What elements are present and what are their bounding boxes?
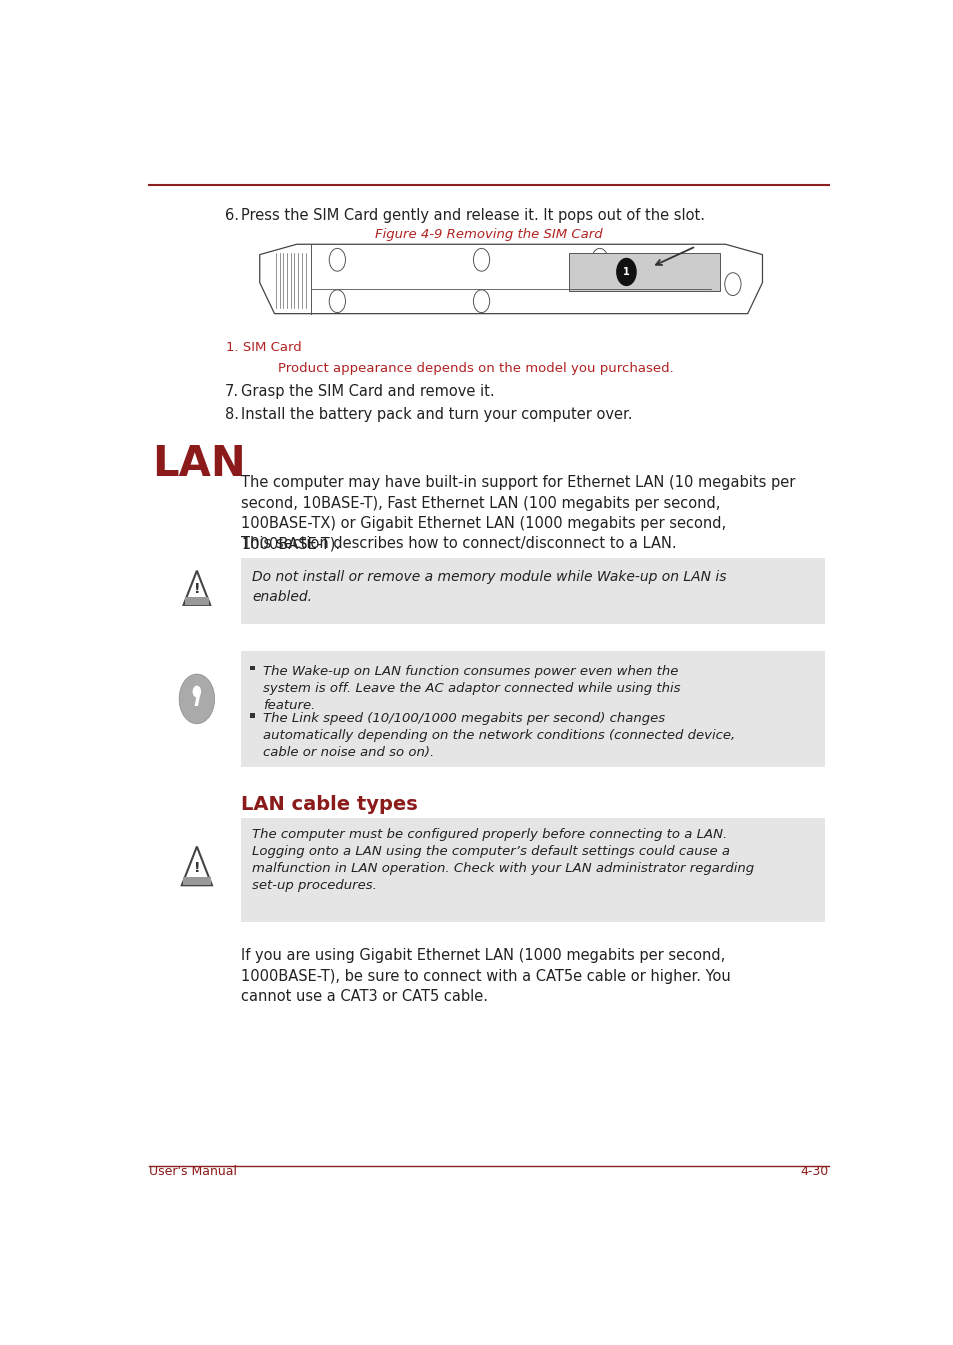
Text: 7.: 7. — [225, 385, 239, 399]
Text: !: ! — [193, 582, 200, 596]
Text: i: i — [193, 691, 200, 710]
Polygon shape — [182, 846, 212, 885]
Text: The Wake-up on LAN function consumes power even when the
system is off. Leave th: The Wake-up on LAN function consumes pow… — [262, 664, 679, 712]
Text: This section describes how to connect/disconnect to a LAN.: This section describes how to connect/di… — [241, 537, 677, 551]
Text: !: ! — [193, 861, 200, 874]
Text: Do not install or remove a memory module while Wake-up on LAN is
enabled.: Do not install or remove a memory module… — [252, 570, 726, 604]
Text: 1. SIM Card: 1. SIM Card — [226, 340, 302, 354]
Text: LAN: LAN — [152, 443, 246, 486]
Text: Grasp the SIM Card and remove it.: Grasp the SIM Card and remove it. — [241, 385, 495, 399]
Text: 4-30: 4-30 — [800, 1165, 828, 1178]
Text: Product appearance depends on the model you purchased.: Product appearance depends on the model … — [278, 362, 673, 375]
Circle shape — [179, 674, 214, 724]
Text: The Link speed (10/100/1000 megabits per second) changes
automatically depending: The Link speed (10/100/1000 megabits per… — [262, 712, 734, 759]
Circle shape — [617, 258, 636, 285]
Circle shape — [193, 686, 201, 698]
Text: The computer must be configured properly before connecting to a LAN.
Logging ont: The computer must be configured properly… — [252, 829, 754, 892]
Text: User's Manual: User's Manual — [149, 1165, 236, 1178]
FancyBboxPatch shape — [250, 666, 255, 670]
Text: The computer may have built-in support for Ethernet LAN (10 megabits per
second,: The computer may have built-in support f… — [241, 475, 795, 551]
Text: Figure 4-9 Removing the SIM Card: Figure 4-9 Removing the SIM Card — [375, 227, 602, 241]
Text: 1: 1 — [622, 266, 629, 277]
Text: Install the battery pack and turn your computer over.: Install the battery pack and turn your c… — [241, 406, 632, 422]
Text: Press the SIM Card gently and release it. It pops out of the slot.: Press the SIM Card gently and release it… — [241, 208, 704, 223]
Text: LAN cable types: LAN cable types — [241, 795, 417, 814]
Polygon shape — [183, 570, 210, 605]
FancyBboxPatch shape — [241, 818, 824, 921]
FancyBboxPatch shape — [568, 253, 719, 292]
Text: If you are using Gigabit Ethernet LAN (1000 megabits per second,
1000BASE-T), be: If you are using Gigabit Ethernet LAN (1… — [241, 948, 730, 1005]
Text: 8.: 8. — [225, 406, 239, 422]
Polygon shape — [183, 877, 211, 885]
FancyBboxPatch shape — [250, 713, 255, 717]
FancyBboxPatch shape — [241, 651, 824, 767]
FancyBboxPatch shape — [241, 558, 824, 624]
Text: 6.: 6. — [225, 208, 239, 223]
Polygon shape — [185, 597, 209, 605]
